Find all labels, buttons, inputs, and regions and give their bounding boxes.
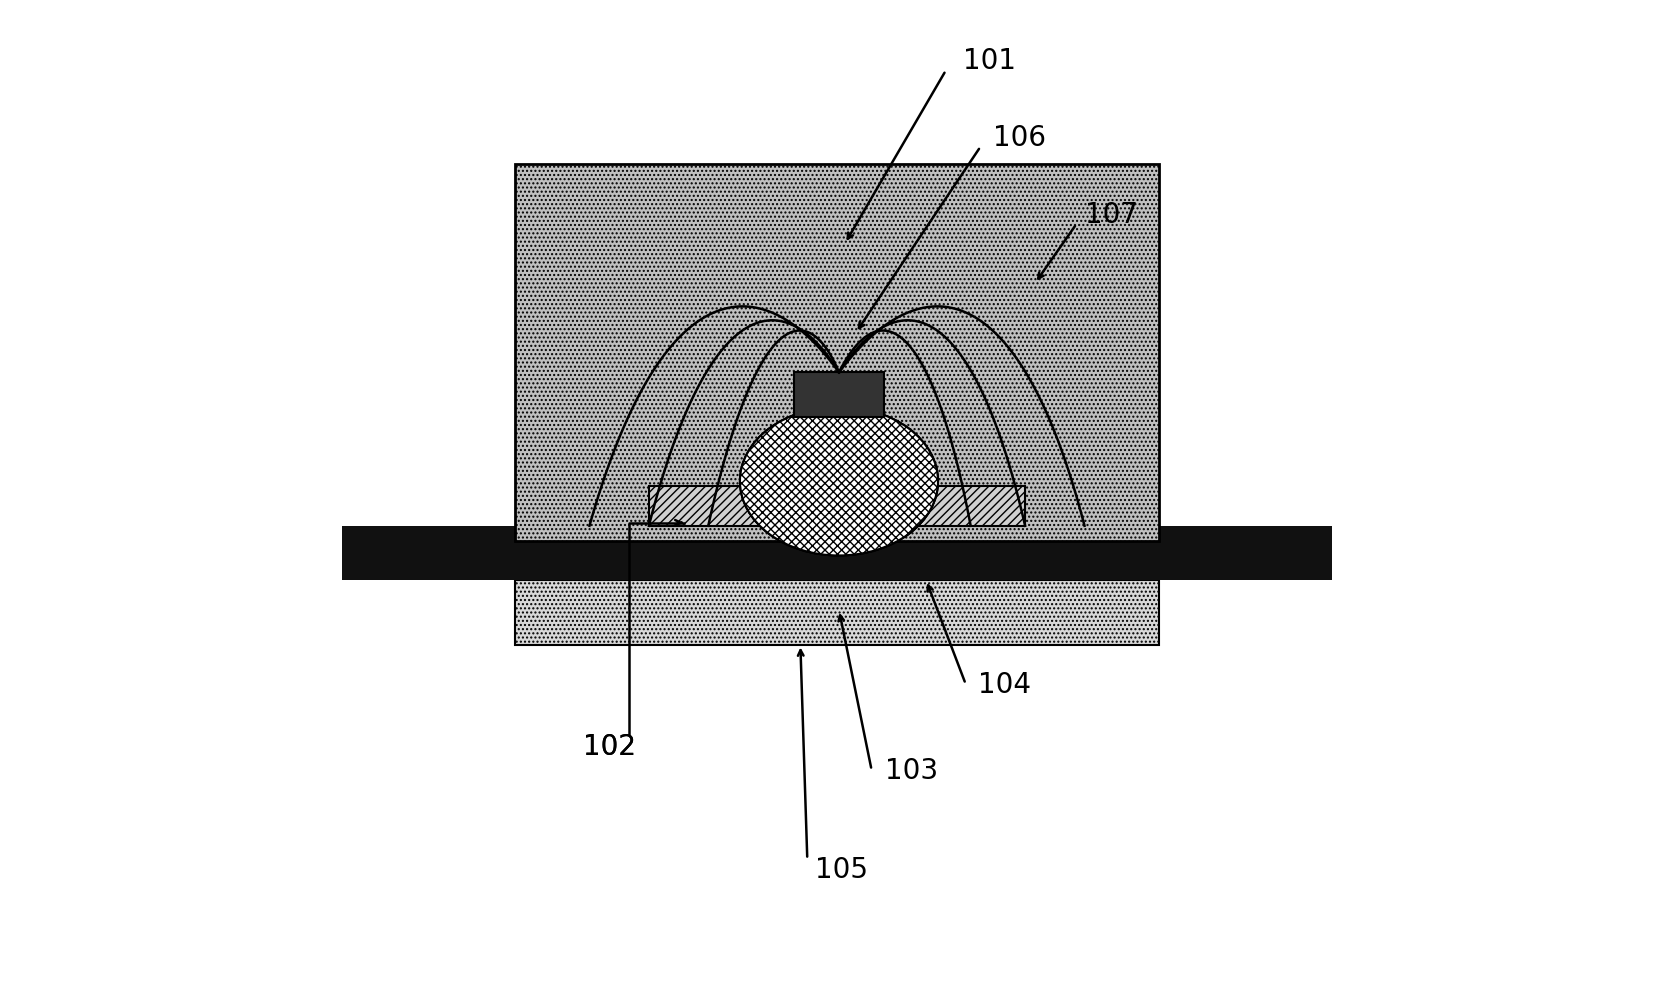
Ellipse shape	[739, 407, 937, 556]
Bar	[515, 581, 1158, 645]
Text: 104: 104	[977, 670, 1031, 698]
Text: 107: 107	[1084, 201, 1138, 229]
Bar	[515, 527, 1158, 581]
Bar	[341, 527, 1332, 581]
Bar	[649, 486, 1024, 527]
Text: 103: 103	[883, 756, 937, 784]
Ellipse shape	[739, 407, 937, 556]
Text: 105: 105	[815, 856, 868, 884]
Text: 101: 101	[962, 47, 1016, 75]
Text: 102: 102	[582, 732, 636, 760]
Bar	[795, 373, 883, 417]
Ellipse shape	[739, 407, 937, 556]
Text: 102: 102	[582, 732, 636, 760]
Text: 106: 106	[992, 123, 1046, 151]
Bar	[515, 165, 1158, 541]
